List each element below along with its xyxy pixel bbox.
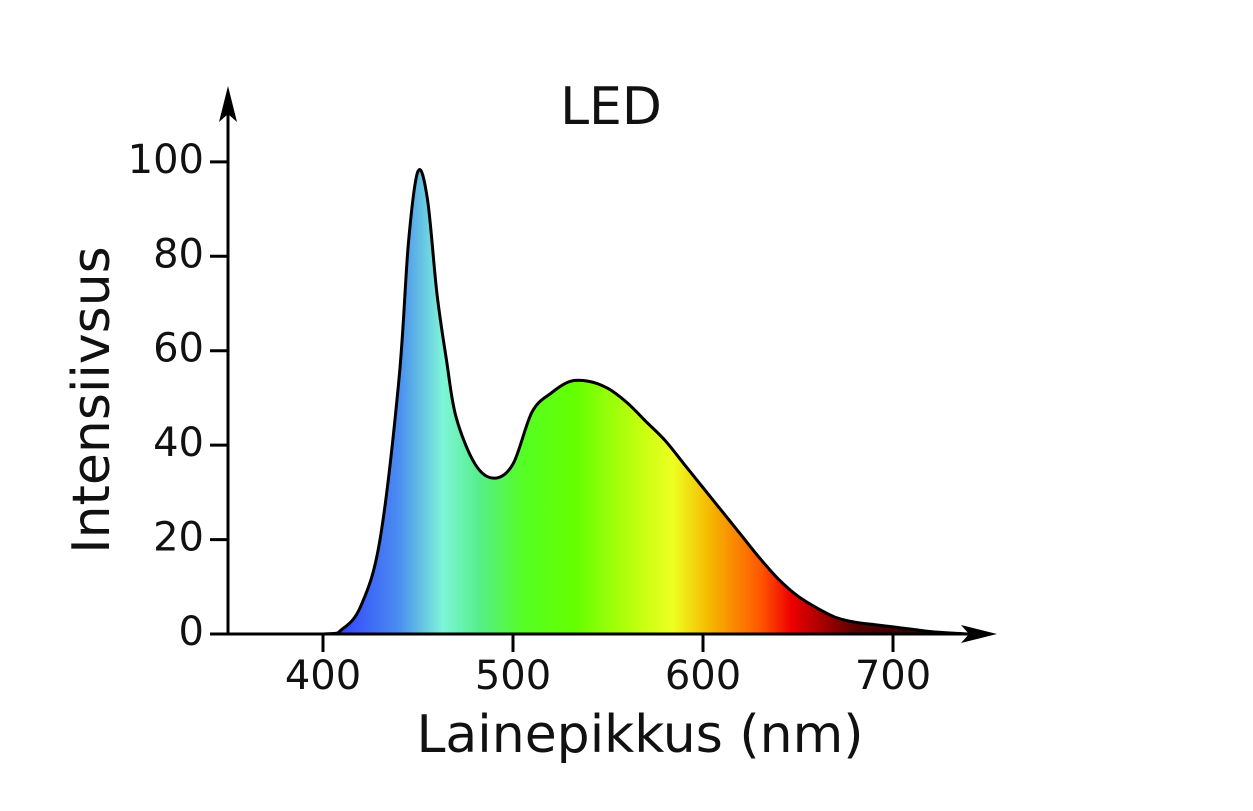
- y-axis-arrow: [219, 86, 237, 122]
- line: [228, 168, 970, 636]
- y-tick-label: 60: [153, 326, 204, 372]
- y-tick-label: 0: [179, 609, 204, 655]
- area-fill: [228, 169, 969, 635]
- x-axis-arrow: [961, 625, 997, 643]
- x-axis-title: Lainepikkus (nm): [416, 705, 863, 765]
- x-tick-label: 600: [665, 653, 741, 699]
- y-tick-label: 40: [153, 420, 204, 466]
- y-tick-label: 20: [153, 515, 204, 561]
- y-tick-label: 100: [128, 137, 204, 183]
- x-tick-label: 400: [285, 653, 361, 699]
- x-tick-label: 500: [475, 653, 551, 699]
- y-tick-label: 80: [153, 231, 204, 277]
- y-axis-title: Intensiivsus: [62, 246, 122, 554]
- chart-title: LED: [560, 77, 662, 137]
- x-tick-label: 700: [855, 653, 931, 699]
- plot-area: [228, 168, 970, 636]
